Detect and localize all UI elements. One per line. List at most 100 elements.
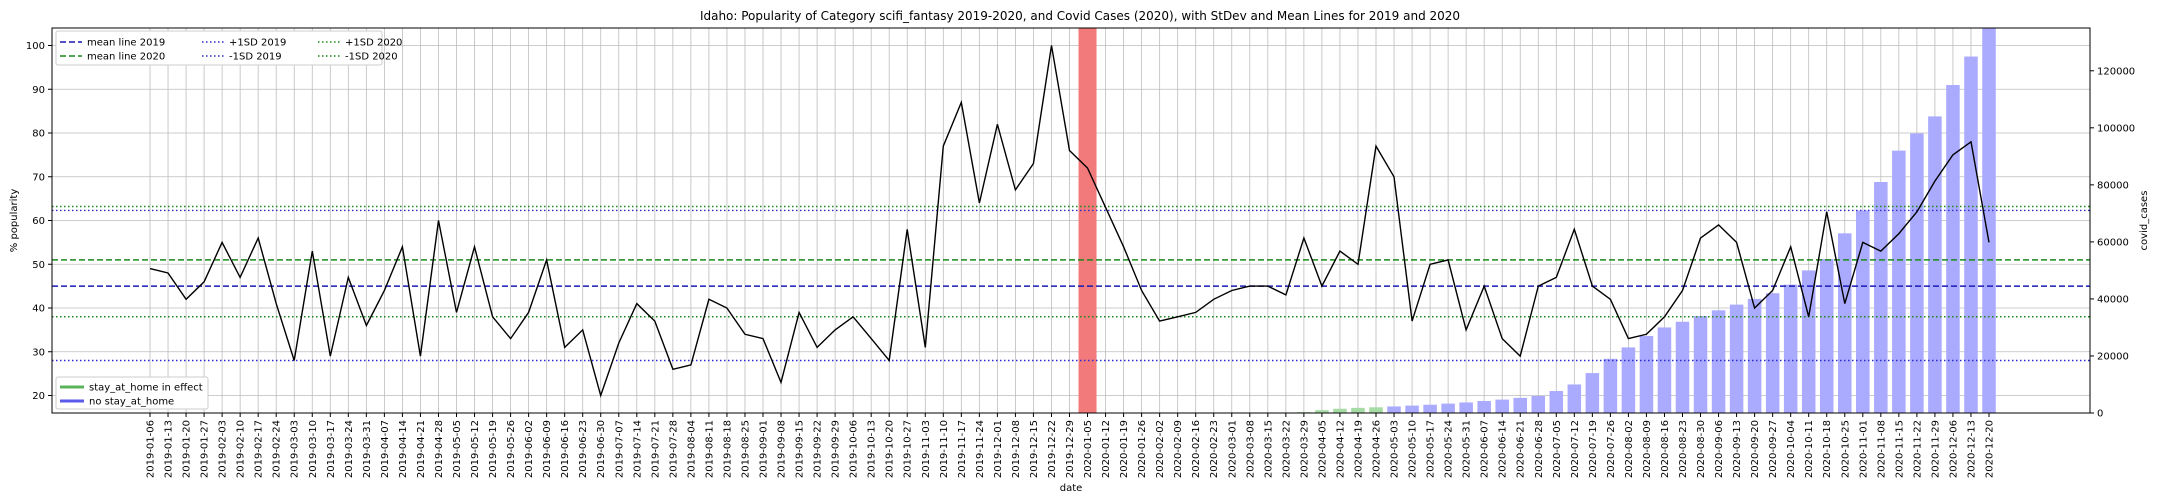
legend-label: -1SD 2020	[345, 52, 398, 63]
x-tick-label: 2019-12-15	[1029, 420, 1040, 478]
x-tick-label: 2019-09-22	[813, 420, 824, 478]
legend-label: +1SD 2020	[345, 38, 402, 49]
covid-bar	[1333, 408, 1347, 413]
y2-tick-label: 120000	[2097, 66, 2135, 77]
x-tick-label: 2020-09-27	[1768, 420, 1779, 478]
x-tick-label: 2020-06-07	[1480, 420, 1491, 478]
y2-tick-label: 40000	[2097, 294, 2129, 305]
x-tick-label: 2019-03-24	[344, 420, 355, 478]
x-tick-label: 2019-02-17	[254, 420, 265, 478]
popularity-line-layer	[149, 45, 1990, 398]
x-tick-label: 2019-10-27	[903, 420, 914, 478]
covid-bar	[1621, 347, 1636, 413]
x-tick-label: 2019-09-29	[831, 420, 842, 478]
x-tick-label: 2019-10-13	[867, 420, 878, 478]
x-tick-label: 2020-05-31	[1462, 420, 1473, 478]
covid-bar	[1513, 397, 1527, 413]
x-tick-label: 2019-06-02	[524, 420, 535, 478]
x-tick-label: 2019-03-03	[290, 420, 301, 478]
x-tick-label: 2019-04-14	[398, 420, 409, 478]
x-tick-label: 2019-01-20	[182, 420, 193, 478]
x-tick-label: 2020-05-10	[1408, 420, 1419, 478]
x-tick-label: 2020-02-23	[1209, 420, 1220, 478]
x-tick-label: 2020-10-18	[1822, 420, 1833, 478]
x-tick-label: 2020-08-23	[1678, 420, 1689, 478]
x-tick-label: 2019-04-28	[434, 420, 445, 478]
y2-tick-label: 0	[2097, 409, 2103, 420]
x-tick-label: 2020-04-26	[1372, 420, 1383, 478]
covid-bar	[1459, 402, 1473, 413]
y2-axis-label: covid_cases	[2139, 191, 2150, 251]
x-tick-label: 2019-09-15	[795, 420, 806, 478]
x-tick-label: 2020-05-24	[1444, 420, 1455, 478]
covid-bar	[1603, 358, 1618, 413]
x-tick-label: 2019-09-08	[777, 420, 788, 478]
x-tick-label: 2020-06-14	[1498, 420, 1509, 478]
x-tick-label: 2019-10-06	[849, 420, 860, 478]
x-tick-label: 2020-04-19	[1353, 420, 1364, 478]
x-tick-label: 2019-02-03	[218, 420, 229, 478]
x-tick-label: 2019-01-06	[146, 420, 157, 478]
x-tick-label: 2019-02-24	[272, 420, 283, 478]
covid-bar	[1838, 233, 1852, 413]
x-tick-label: 2019-07-21	[650, 420, 661, 478]
x-tick-label: 2020-02-09	[1173, 420, 1184, 478]
covid-bar	[1910, 133, 1924, 413]
covid-bar	[1369, 407, 1383, 413]
x-tick-label: 2020-11-08	[1876, 420, 1887, 478]
covid-bar	[1783, 284, 1798, 413]
covid-bar	[1874, 182, 1888, 413]
x-tick-label: 2020-04-05	[1317, 420, 1328, 478]
covid-bar	[1819, 259, 1834, 413]
covid-bar	[1711, 310, 1726, 413]
covid-bar	[1423, 404, 1437, 413]
covid-bar	[1657, 327, 1672, 413]
covid-bar	[1531, 395, 1546, 413]
legend-stay-at-home: stay_at_home in effect no stay_at_home	[55, 376, 209, 410]
x-tick-label: 2019-01-13	[164, 420, 175, 478]
highlight-layer	[1078, 28, 1097, 413]
x-tick-label: 2020-09-13	[1732, 420, 1743, 478]
covid-bar	[1747, 298, 1762, 413]
legend-box	[55, 376, 209, 410]
legend-label: no stay_at_home	[89, 397, 174, 408]
x-tick-label: 2019-01-27	[200, 420, 211, 478]
x-tick-label: 2019-11-17	[957, 420, 968, 478]
covid-bar	[1946, 85, 1960, 413]
covid-bar	[1765, 293, 1780, 413]
covid-bar	[1477, 401, 1491, 413]
x-tick-label: 2020-11-22	[1912, 420, 1923, 478]
covid-bar	[1405, 405, 1419, 413]
x-tick-label: 2019-12-08	[1011, 420, 1022, 478]
x-tick-label: 2020-07-26	[1606, 420, 1617, 478]
reference-lines	[52, 205, 2090, 362]
x-axis: 2019-01-06 2019-01-13 2019-01-20 2019-01-27…	[146, 413, 1996, 478]
covid-bar	[1585, 373, 1600, 413]
chart-title: Idaho: Popularity of Category scifi_fant…	[700, 9, 1460, 23]
x-tick-label: 2020-10-11	[1804, 420, 1815, 478]
x-tick-label: 2019-12-01	[993, 420, 1004, 478]
x-tick-label: 2019-04-07	[380, 420, 391, 478]
y-tick-label: 30	[32, 347, 45, 358]
covid-bar	[1729, 304, 1744, 413]
x-tick-label: 2019-12-22	[1047, 420, 1058, 478]
x-tick-label: 2020-05-17	[1426, 420, 1437, 478]
x-tick-label: 2019-08-11	[704, 420, 715, 478]
x-tick-label: 2020-02-16	[1191, 420, 1202, 478]
y-tick-label: 20	[32, 391, 45, 402]
x-tick-label: 2020-12-20	[1985, 420, 1996, 478]
covid-bar	[1928, 116, 1942, 413]
y-tick-label: 50	[32, 260, 45, 271]
x-axis-label: date	[1060, 483, 1083, 494]
y-tick-label: 60	[32, 216, 45, 227]
x-tick-label: 2020-05-03	[1390, 420, 1401, 478]
legend-label: stay_at_home in effect	[89, 383, 203, 394]
covid-bar	[1693, 316, 1708, 413]
x-tick-label: 2020-01-12	[1101, 420, 1112, 478]
x-tick-label: 2020-01-19	[1119, 420, 1130, 478]
x-tick-label: 2020-04-12	[1335, 420, 1346, 478]
x-tick-label: 2020-03-15	[1263, 420, 1274, 478]
x-tick-label: 2019-05-19	[488, 420, 499, 478]
x-tick-label: 2020-11-29	[1930, 420, 1941, 478]
